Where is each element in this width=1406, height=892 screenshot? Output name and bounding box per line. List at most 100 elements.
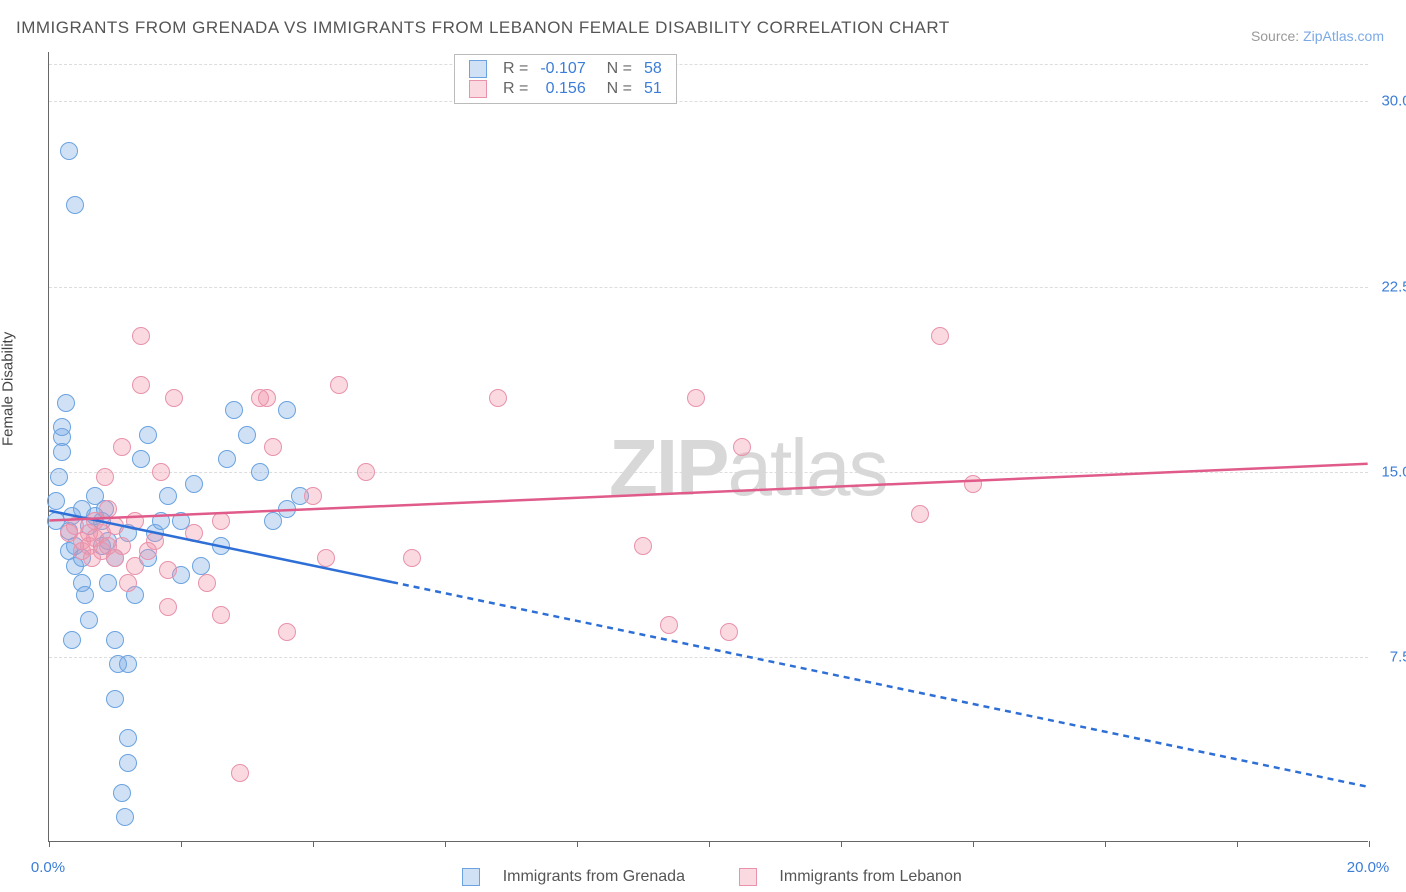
x-tick: [1105, 841, 1106, 847]
data-point-grenada: [278, 401, 296, 419]
data-point-lebanon: [132, 327, 150, 345]
data-point-grenada: [119, 729, 137, 747]
data-point-lebanon: [159, 561, 177, 579]
x-tick-label: 20.0%: [1347, 859, 1390, 876]
data-point-lebanon: [146, 532, 164, 550]
data-point-lebanon: [258, 389, 276, 407]
data-point-grenada: [119, 754, 137, 772]
data-point-lebanon: [931, 327, 949, 345]
data-point-grenada: [80, 611, 98, 629]
gridline: [49, 64, 1368, 65]
data-point-grenada: [50, 468, 68, 486]
gridline: [49, 472, 1368, 473]
data-point-grenada: [106, 690, 124, 708]
data-point-lebanon: [113, 438, 131, 456]
data-point-grenada: [218, 450, 236, 468]
gridline: [49, 287, 1368, 288]
gridline: [49, 101, 1368, 102]
data-point-lebanon: [231, 764, 249, 782]
data-point-lebanon: [687, 389, 705, 407]
data-point-grenada: [132, 450, 150, 468]
x-tick: [313, 841, 314, 847]
x-tick: [577, 841, 578, 847]
source-attribution: Source: ZipAtlas.com: [1251, 28, 1384, 44]
data-point-grenada: [192, 557, 210, 575]
data-point-lebanon: [304, 487, 322, 505]
data-point-lebanon: [720, 623, 738, 641]
x-tick: [709, 841, 710, 847]
data-point-lebanon: [403, 549, 421, 567]
legend-item-lebanon: Immigrants from Lebanon: [721, 868, 962, 885]
data-point-grenada: [185, 475, 203, 493]
data-point-lebanon: [212, 606, 230, 624]
x-tick: [1237, 841, 1238, 847]
data-point-lebanon: [99, 500, 117, 518]
source-link[interactable]: ZipAtlas.com: [1303, 28, 1384, 44]
data-point-grenada: [212, 537, 230, 555]
legend-series: Immigrants from Grenada Immigrants from …: [0, 868, 1406, 886]
data-point-grenada: [251, 463, 269, 481]
data-point-lebanon: [278, 623, 296, 641]
data-point-lebanon: [634, 537, 652, 555]
data-point-grenada: [225, 401, 243, 419]
watermark: ZIPatlas: [609, 422, 886, 514]
x-tick-label: 0.0%: [31, 859, 65, 876]
data-point-grenada: [113, 784, 131, 802]
y-tick-label: 15.0%: [1374, 463, 1406, 480]
x-tick: [445, 841, 446, 847]
x-tick: [181, 841, 182, 847]
data-point-grenada: [53, 418, 71, 436]
data-point-grenada: [106, 631, 124, 649]
trend-lines-layer: [49, 52, 1368, 841]
data-point-grenada: [57, 394, 75, 412]
data-point-lebanon: [660, 616, 678, 634]
legend-row-lebanon: R =0.156 N =51: [463, 79, 668, 99]
data-point-lebanon: [126, 512, 144, 530]
data-point-grenada: [152, 512, 170, 530]
x-tick: [973, 841, 974, 847]
legend-correlation-box: R =-0.107 N =58R =0.156 N =51: [454, 54, 677, 104]
data-point-grenada: [47, 492, 65, 510]
data-point-lebanon: [911, 505, 929, 523]
data-point-lebanon: [489, 389, 507, 407]
y-tick-label: 30.0%: [1374, 93, 1406, 110]
data-point-lebanon: [964, 475, 982, 493]
data-point-lebanon: [357, 463, 375, 481]
data-point-lebanon: [733, 438, 751, 456]
data-point-lebanon: [106, 517, 124, 535]
plot-area: ZIPatlas 7.5%15.0%22.5%30.0%: [48, 52, 1368, 842]
data-point-lebanon: [113, 537, 131, 555]
data-point-grenada: [66, 196, 84, 214]
data-point-lebanon: [96, 468, 114, 486]
data-point-grenada: [116, 808, 134, 826]
data-point-lebanon: [212, 512, 230, 530]
data-point-grenada: [76, 586, 94, 604]
data-point-grenada: [53, 443, 71, 461]
data-point-lebanon: [185, 524, 203, 542]
data-point-lebanon: [198, 574, 216, 592]
source-label: Source:: [1251, 28, 1299, 44]
data-point-grenada: [139, 426, 157, 444]
y-tick-label: 22.5%: [1374, 278, 1406, 295]
data-point-grenada: [119, 655, 137, 673]
data-point-lebanon: [264, 438, 282, 456]
data-point-grenada: [99, 574, 117, 592]
data-point-lebanon: [132, 376, 150, 394]
data-point-lebanon: [159, 598, 177, 616]
data-point-lebanon: [119, 574, 137, 592]
data-point-lebanon: [126, 557, 144, 575]
x-tick: [49, 841, 50, 847]
data-point-grenada: [238, 426, 256, 444]
legend-item-grenada: Immigrants from Grenada: [444, 868, 685, 885]
data-point-grenada: [63, 631, 81, 649]
data-point-grenada: [60, 142, 78, 160]
data-point-lebanon: [317, 549, 335, 567]
data-point-lebanon: [165, 389, 183, 407]
chart-title: IMMIGRANTS FROM GRENADA VS IMMIGRANTS FR…: [16, 18, 950, 38]
data-point-grenada: [159, 487, 177, 505]
x-tick: [1369, 841, 1370, 847]
y-axis-label: Female Disability: [0, 332, 17, 446]
trend-line: [392, 582, 1368, 787]
data-point-lebanon: [330, 376, 348, 394]
data-point-lebanon: [152, 463, 170, 481]
